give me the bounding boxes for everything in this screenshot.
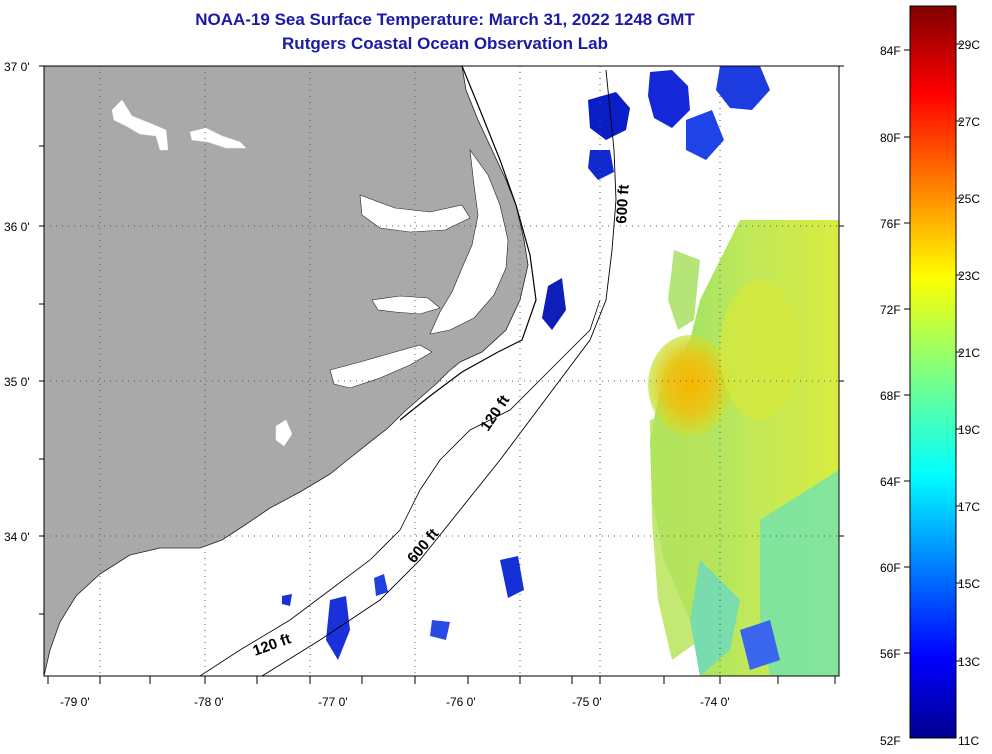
lat-label: 35 0' xyxy=(4,375,30,389)
inland-lake xyxy=(189,127,247,149)
lon-label: -75 0' xyxy=(572,695,602,709)
colorbar-c-label: 13C xyxy=(958,655,980,669)
colorbar-c-label: 23C xyxy=(958,269,980,283)
colorbar-f-label: 80F xyxy=(880,131,901,145)
sst-field xyxy=(282,66,839,676)
colorbar-ticks xyxy=(904,43,962,662)
colorbar-f-label: 72F xyxy=(880,303,901,317)
colorbar-c-label: 15C xyxy=(958,577,980,591)
map-subtitle: Rutgers Coastal Ocean Observation Lab xyxy=(282,34,608,53)
lon-label: -76 0' xyxy=(446,695,476,709)
neuse-river xyxy=(329,344,433,389)
lat-label: 34 0' xyxy=(4,530,30,544)
colorbar-c-label: 19C xyxy=(958,423,980,437)
lat-label: 37 0' xyxy=(4,60,30,74)
graticule xyxy=(44,66,839,676)
lat-label: 36 0' xyxy=(4,220,30,234)
colorbar-c-label: 29C xyxy=(958,38,980,52)
colorbar-f-label: 84F xyxy=(880,44,901,58)
lon-label: -77 0' xyxy=(318,695,348,709)
colorbar-f-label: 64F xyxy=(880,475,901,489)
colorbar-f-label: 52F xyxy=(880,734,901,748)
temperature-colorbar xyxy=(909,5,957,739)
map-title: NOAA-19 Sea Surface Temperature: March 3… xyxy=(195,10,695,29)
colorbar-c-label: 25C xyxy=(958,192,980,206)
colorbar-c-label: 11C xyxy=(958,734,979,748)
colorbar-c-label: 17C xyxy=(958,500,980,514)
pamlico-river xyxy=(371,295,441,315)
inland-lake xyxy=(275,419,293,447)
colorbar-c-label: 27C xyxy=(958,115,980,129)
colorbar-f-label: 56F xyxy=(880,647,901,661)
lon-label: -78 0' xyxy=(194,695,224,709)
inland-lake xyxy=(111,99,169,151)
lon-label: -79 0' xyxy=(60,695,90,709)
contour-600ft xyxy=(261,69,617,676)
contour-label: 600 ft xyxy=(613,184,633,224)
pamlico-sound xyxy=(429,148,509,335)
barrier-islands xyxy=(399,66,537,421)
lon-ticks xyxy=(47,676,836,684)
albemarle-sound xyxy=(359,194,471,233)
contour-120ft xyxy=(199,299,601,676)
lon-label: -74 0' xyxy=(700,695,730,709)
colorbar-f-label: 68F xyxy=(880,389,901,403)
colorbar-c-label: 21C xyxy=(958,346,980,360)
colorbar-f-label: 60F xyxy=(880,561,901,575)
lat-ticks xyxy=(39,65,844,615)
map-frame xyxy=(43,65,840,677)
colorbar-f-label: 76F xyxy=(880,217,901,231)
